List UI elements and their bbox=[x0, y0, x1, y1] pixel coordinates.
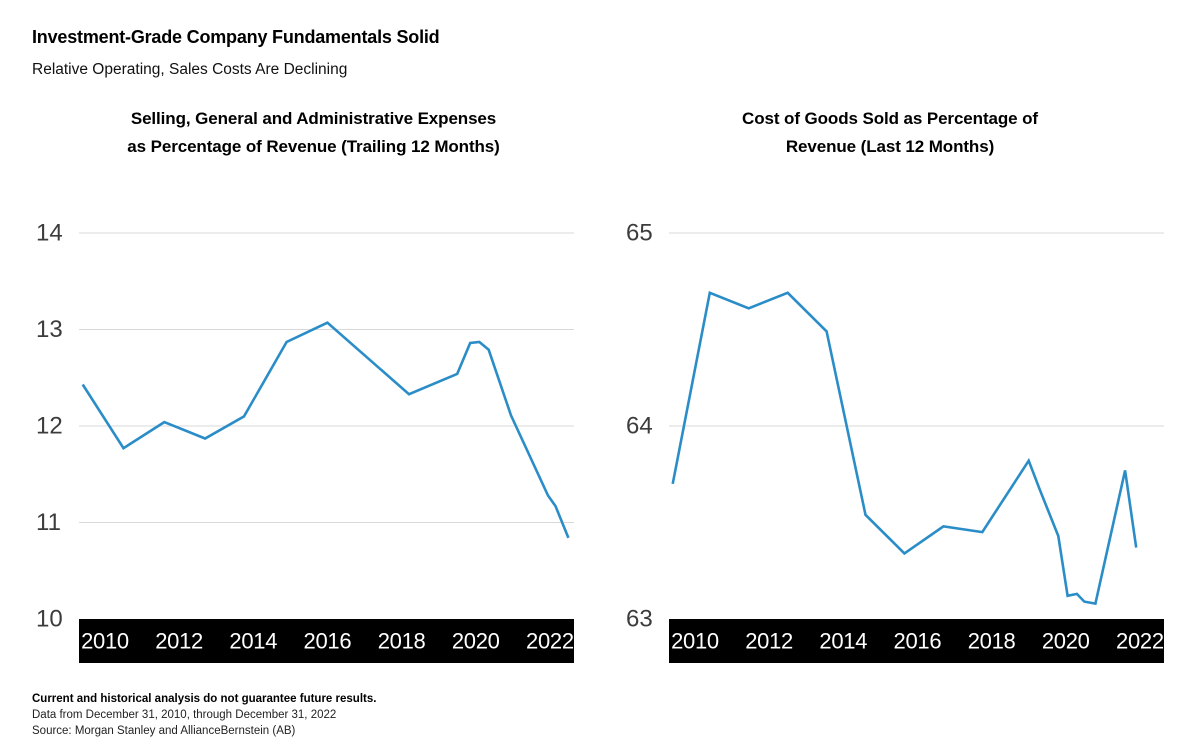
x-axis-tick-label: 2016 bbox=[304, 629, 352, 654]
data-series-line bbox=[671, 291, 1138, 606]
x-axis-tick-label: 2018 bbox=[968, 629, 1016, 654]
y-axis-tick-label: 10 bbox=[36, 606, 63, 633]
footnotes: Current and historical analysis do not g… bbox=[32, 691, 376, 739]
data-range-text: Data from December 31, 2010, through Dec… bbox=[32, 709, 337, 721]
page-subtitle: Relative Operating, Sales Costs Are Decl… bbox=[32, 61, 348, 78]
sgna-chart-title: Selling, General and Administrative Expe… bbox=[56, 105, 571, 161]
source-text: Source: Morgan Stanley and AllianceBerns… bbox=[32, 725, 296, 737]
x-axis-tick-label: 2018 bbox=[378, 629, 426, 654]
x-axis-band bbox=[669, 619, 1164, 663]
cogs-chart-title: Cost of Goods Sold as Percentage of Reve… bbox=[640, 105, 1140, 161]
cogs-chart-title-line2: Revenue (Last 12 Months) bbox=[785, 137, 995, 156]
disclaimer-text: Current and historical analysis do not g… bbox=[32, 693, 377, 705]
data-series-line bbox=[81, 321, 570, 539]
chart-canvas: 65 64 63 2010 2012 2014 2016 2018 2020 2022 bbox=[626, 220, 1164, 663]
x-axis-tick-label: 2020 bbox=[452, 629, 500, 654]
y-axis-tick-label: 65 bbox=[626, 220, 653, 247]
sgna-chart: 14 13 12 11 10 2010 2012 2014 2016 2018 2020 2022 bbox=[0, 200, 596, 670]
x-axis-tick-label: 2010 bbox=[81, 629, 129, 654]
x-axis-tick-label: 2020 bbox=[1042, 629, 1090, 654]
y-axis-tick-label: 63 bbox=[626, 606, 653, 633]
x-axis-tick-label: 2016 bbox=[894, 629, 942, 654]
x-axis-tick-label: 2022 bbox=[526, 629, 574, 654]
y-axis-tick-label: 11 bbox=[36, 509, 61, 536]
x-axis-tick-label: 2012 bbox=[155, 629, 203, 654]
x-axis-tick-label: 2022 bbox=[1116, 629, 1164, 654]
chart-canvas: 14 13 12 11 10 2010 2012 2014 2016 2018 2020 2022 bbox=[36, 220, 574, 663]
y-axis-tick-label: 12 bbox=[36, 413, 63, 440]
sgna-chart-title-line1: Selling, General and Administrative Expe… bbox=[130, 109, 497, 128]
page-title: Investment-Grade Company Fundamentals So… bbox=[32, 27, 440, 47]
x-axis-band bbox=[79, 619, 574, 663]
x-axis-tick-label: 2014 bbox=[819, 629, 867, 654]
y-axis-tick-label: 64 bbox=[626, 413, 653, 440]
y-axis-tick-label: 13 bbox=[36, 316, 63, 343]
sgna-chart-title-line2: as Percentage of Revenue (Trailing 12 Mo… bbox=[127, 137, 500, 156]
x-axis-tick-label: 2014 bbox=[229, 629, 277, 654]
x-axis-tick-label: 2012 bbox=[745, 629, 793, 654]
x-axis-tick-label: 2010 bbox=[671, 629, 719, 654]
cogs-chart: 65 64 63 2010 2012 2014 2016 2018 2020 2022 bbox=[590, 200, 1186, 670]
y-axis-tick-label: 14 bbox=[36, 220, 63, 247]
cogs-chart-title-line1: Cost of Goods Sold as Percentage of bbox=[742, 109, 1038, 128]
